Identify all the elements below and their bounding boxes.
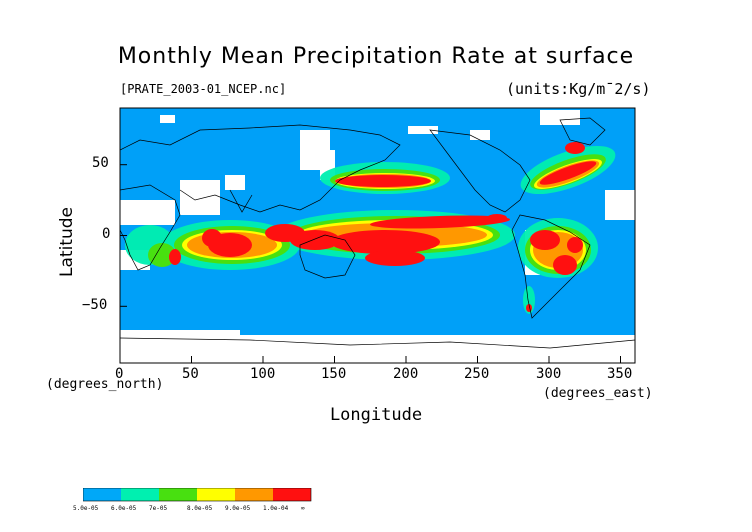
- coastlines: [120, 117, 635, 349]
- x-tick-100: 100: [250, 366, 276, 382]
- x-tick-0: 0: [115, 366, 124, 382]
- x-tick-150: 150: [321, 366, 347, 382]
- x-tick-200: 200: [393, 366, 419, 382]
- x-tick-50: 50: [182, 366, 199, 382]
- missing-data-patches: [120, 110, 635, 363]
- precip-field: [120, 110, 635, 363]
- x-axis-label: Longitude: [329, 405, 423, 425]
- y-axis-label: Latitude: [56, 207, 77, 277]
- map-title: Monthly Mean Precipitation Rate at surfa…: [117, 44, 635, 69]
- colorbar-label: ∞: [301, 505, 305, 512]
- colorbar-label: 8.0e-05: [187, 505, 213, 512]
- colorbar-swatch: [83, 488, 121, 501]
- x-tick-300: 300: [536, 366, 562, 382]
- colorbar-label: 7e-05: [149, 505, 168, 512]
- y-tick-0: 0: [102, 226, 111, 242]
- y-axis-unit: (degrees_north): [46, 377, 164, 392]
- extreme-precip: [169, 142, 597, 312]
- colorbar-swatch: [159, 488, 197, 501]
- colorbar-label: 1.0e-04: [263, 505, 289, 512]
- colorbar-swatch: [235, 488, 273, 501]
- colorbar: [83, 488, 312, 502]
- colorbar-swatch: [273, 488, 311, 501]
- colorbar-label: 6.0e-05: [111, 505, 137, 512]
- colorbar-swatch: [121, 488, 159, 501]
- x-tick-350: 350: [607, 366, 633, 382]
- tick-marks: [119, 164, 621, 363]
- x-tick-250: 250: [464, 366, 490, 382]
- colorbar-label: 5.0e-05: [73, 505, 99, 512]
- dataset-filename: [PRATE_2003-01_NCEP.nc]: [120, 82, 287, 96]
- units-label: (units:Kg/m¯2/s): [506, 80, 651, 98]
- y-tick-50: 50: [92, 155, 109, 171]
- colorbar-label: 9.0e-05: [225, 505, 251, 512]
- x-axis-unit: (degrees_east): [543, 386, 653, 401]
- colorbar-swatch: [197, 488, 235, 501]
- y-tick-minus50: −50: [82, 297, 108, 313]
